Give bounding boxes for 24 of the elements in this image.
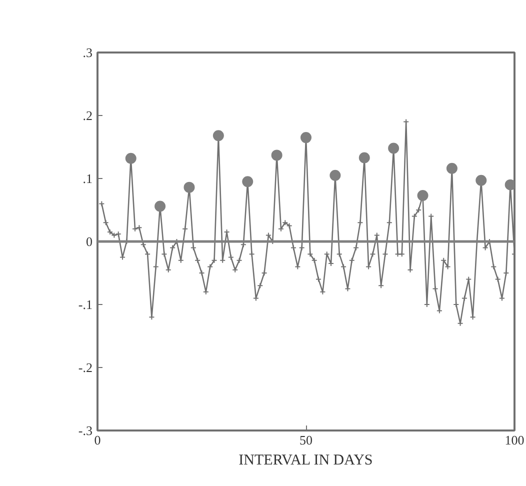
x-tick-label: 100 (504, 432, 524, 448)
y-tick-label: 0 (86, 234, 92, 249)
y-tick-label: .3 (82, 45, 92, 60)
point (504, 179, 514, 190)
point (330, 170, 341, 181)
point (300, 132, 312, 144)
point (446, 162, 458, 174)
point (154, 200, 166, 212)
point (476, 174, 487, 186)
x-tick-label: 50 (300, 432, 312, 448)
point (125, 152, 136, 164)
point (417, 190, 428, 201)
x-axis-title: INTERVAL IN DAYS (238, 452, 373, 468)
point (271, 150, 282, 161)
point (358, 152, 370, 164)
y-tick-label: -.3 (78, 423, 93, 438)
y-tick-label: .2 (82, 108, 92, 123)
point (388, 142, 400, 154)
point (242, 176, 254, 188)
y-tick-label: -.1 (78, 297, 93, 312)
y-tick-label: .1 (82, 171, 92, 186)
y-tick-label: -.2 (78, 360, 93, 375)
point (212, 130, 224, 142)
point (184, 182, 195, 193)
